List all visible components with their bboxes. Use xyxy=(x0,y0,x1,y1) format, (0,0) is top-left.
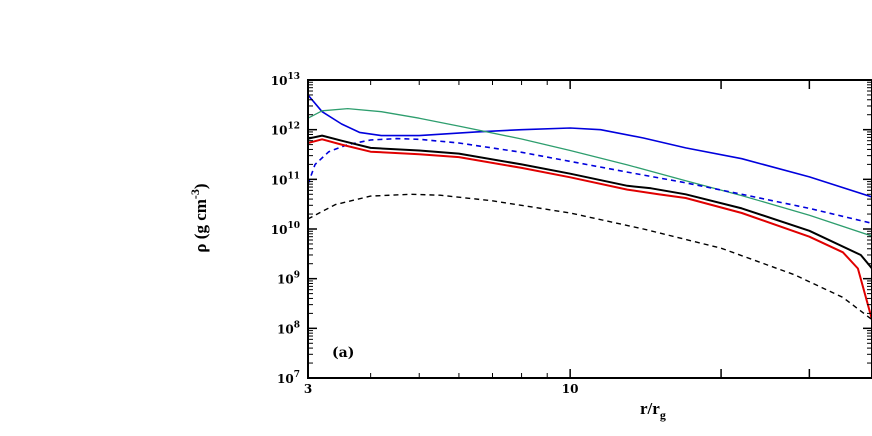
series-line-1 xyxy=(308,94,872,198)
plot-area xyxy=(308,94,872,321)
y-tick-label: 1012 xyxy=(271,122,300,138)
svg-text:ρ (g cm-3): ρ (g cm-3) xyxy=(188,183,210,252)
y-axis-title-superscript: -3 xyxy=(188,189,202,199)
y-tick-label: 108 xyxy=(277,320,300,336)
y-axis-title-text: ρ (g cm xyxy=(191,199,210,252)
y-axis-title: ρ (g cm-3) xyxy=(188,183,210,252)
x-axis-title-text: r/r xyxy=(640,399,660,418)
y-tick-label: 1011 xyxy=(271,171,300,187)
axis-ticks xyxy=(307,79,872,379)
y-tick-label: 1010 xyxy=(271,221,300,237)
y-tick-label: 107 xyxy=(277,370,300,386)
x-axis-title: r/rg xyxy=(640,399,666,422)
series-line-3 xyxy=(308,137,872,225)
series-lines xyxy=(308,94,872,321)
series-line-4 xyxy=(308,134,872,270)
x-axis-title-subscript: g xyxy=(660,408,666,422)
series-line-2 xyxy=(308,107,872,237)
y-tick-label: 109 xyxy=(277,271,300,287)
panel-label: (a) xyxy=(332,345,354,361)
series-line-5 xyxy=(308,138,872,320)
axis-tick-labels: 107 108 109 1010 1011 1012 1013 3 10 xyxy=(271,72,579,396)
x-tick-label: 3 xyxy=(304,382,312,396)
x-tick-label: 10 xyxy=(562,382,579,396)
series-line-6 xyxy=(308,193,872,321)
y-axis-title-close: ) xyxy=(191,183,210,189)
y-tick-label: 1013 xyxy=(271,72,300,88)
